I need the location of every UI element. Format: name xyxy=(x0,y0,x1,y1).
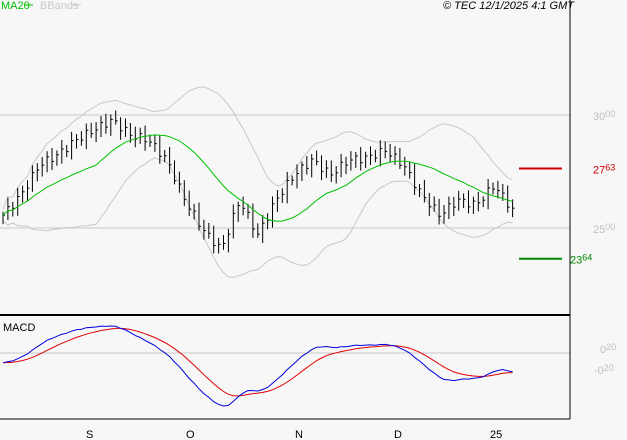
bband-upper xyxy=(2,86,513,210)
resistance-level-label: 2763 xyxy=(593,163,615,177)
price-tick-label: 2500 xyxy=(593,222,615,236)
macd-line xyxy=(2,325,513,407)
macd-signal-line xyxy=(2,327,513,397)
x-tick-label: O xyxy=(186,429,195,440)
macd-label: MACD xyxy=(3,322,35,334)
x-tick-label: D xyxy=(394,429,402,440)
macd-tick-label: 020 xyxy=(600,342,616,356)
copyright: © TEC 12/1/2025 4:1 GMT xyxy=(443,0,575,12)
x-tick-label: 25 xyxy=(490,429,502,440)
price-tick-label: 3000 xyxy=(593,109,615,123)
support-level-label: 2364 xyxy=(570,253,592,267)
x-tick-label: N xyxy=(295,429,303,440)
legend-ma20: MA20 xyxy=(1,0,30,12)
x-tick-label: S xyxy=(86,429,93,440)
bband-lower xyxy=(2,157,513,278)
ma20-line xyxy=(2,134,513,222)
legend-bbands: BBands xyxy=(40,0,79,12)
macd-tick-label: -020 xyxy=(594,363,614,377)
